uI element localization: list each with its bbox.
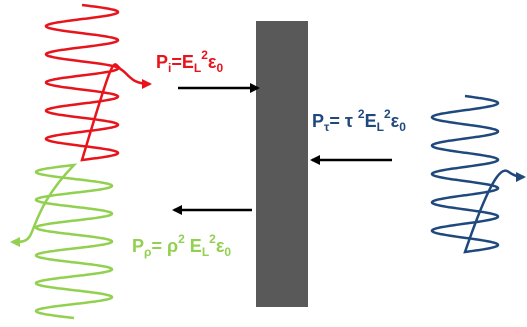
transmitted-power-label: Pτ= τ 2EL2ε0 (312, 107, 406, 134)
reflected-wave-icon (10, 163, 114, 320)
reflected-power-label: Pρ= ρ2 EL2ε0 (132, 232, 231, 259)
transmitted-wave-icon (430, 94, 526, 254)
slab-icon (256, 21, 308, 307)
incident-power-label: Pi=EL2ε0 (156, 48, 223, 75)
incident-wave-icon (44, 3, 152, 162)
